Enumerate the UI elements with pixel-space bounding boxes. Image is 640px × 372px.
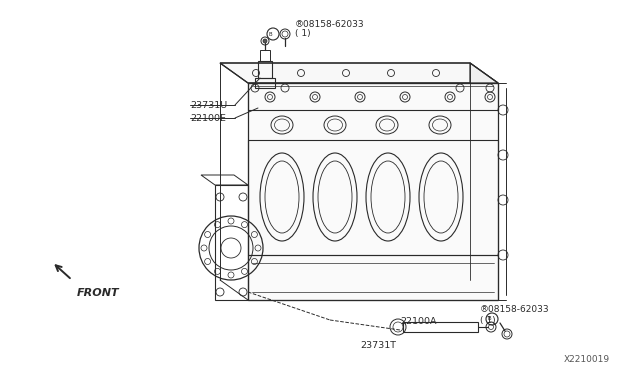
Polygon shape (470, 63, 498, 300)
Text: B: B (268, 32, 272, 36)
Text: 23731T: 23731T (360, 340, 396, 350)
Text: ( 1): ( 1) (295, 29, 310, 38)
Text: FRONT: FRONT (77, 288, 120, 298)
Polygon shape (248, 83, 498, 300)
Text: 22100E: 22100E (190, 113, 226, 122)
Text: ®08158-62033: ®08158-62033 (480, 305, 550, 314)
Text: ( 1): ( 1) (480, 315, 495, 324)
Circle shape (263, 39, 267, 43)
Text: ®08158-62033: ®08158-62033 (295, 19, 365, 29)
Text: X2210019: X2210019 (564, 356, 610, 365)
Text: 23731U: 23731U (190, 100, 227, 109)
Text: B: B (487, 317, 491, 321)
Text: 22100A: 22100A (400, 317, 436, 327)
Polygon shape (220, 63, 498, 83)
